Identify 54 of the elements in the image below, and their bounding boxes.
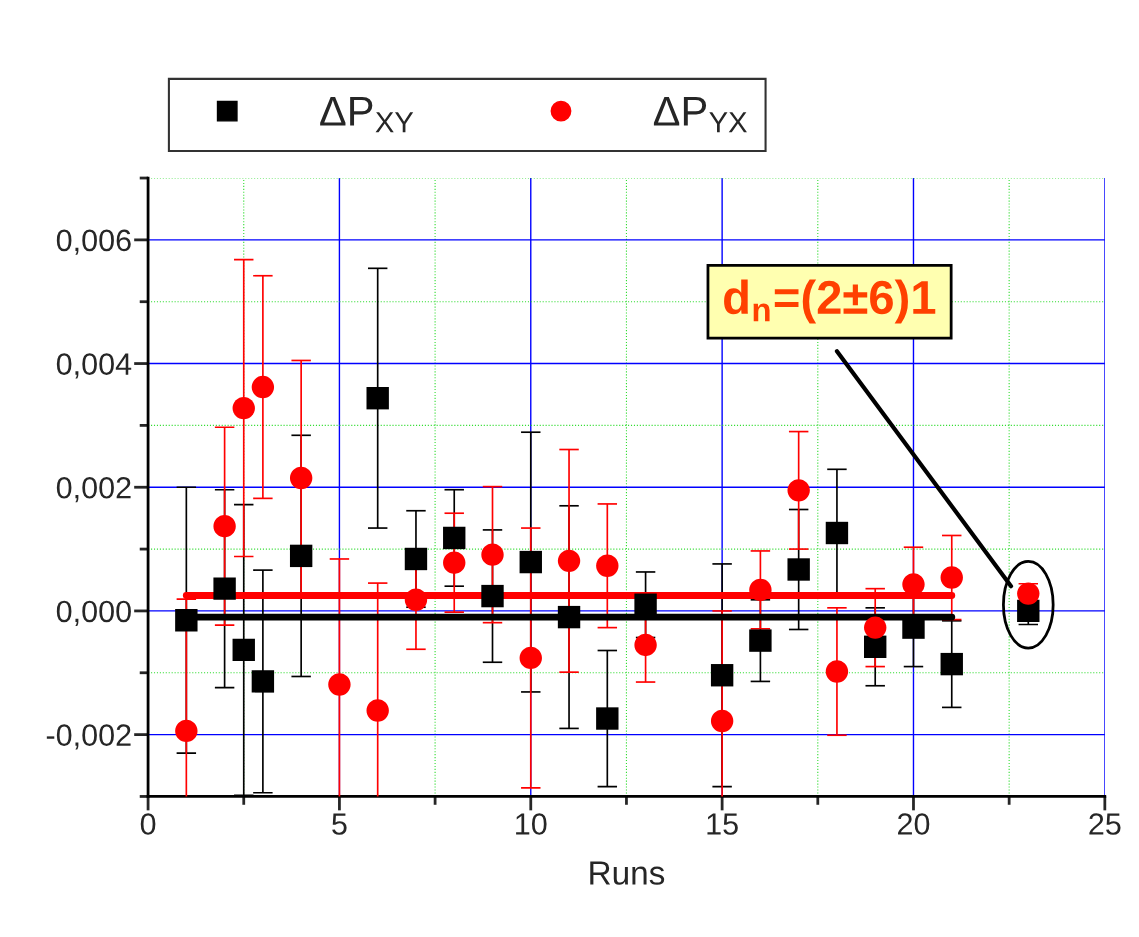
point: [175, 609, 198, 632]
point: [557, 549, 581, 573]
x-axis-title: Runs: [590, 861, 665, 885]
point: [213, 515, 236, 538]
point: [481, 584, 504, 608]
x-tick-label: 5: [332, 813, 347, 835]
point: [634, 593, 657, 616]
point: [710, 664, 734, 687]
y-tick-label: 0,006: [56, 229, 131, 255]
point: [596, 707, 619, 730]
annotation: d$_{n}$=(2±6)1: [724, 279, 936, 324]
point: [787, 558, 810, 581]
y-tick-label: 0,002: [56, 476, 131, 503]
point: [213, 577, 236, 600]
point: [232, 638, 255, 662]
point: [749, 629, 772, 652]
point: [519, 646, 542, 670]
x-tick-label: 25: [1089, 813, 1121, 835]
point: [232, 396, 255, 420]
point: [557, 605, 581, 629]
point: [481, 543, 504, 566]
y-tick-label: 0,004: [56, 353, 132, 379]
point: [940, 566, 963, 589]
point: [251, 670, 275, 693]
y-tick-label: -0,002: [46, 724, 131, 750]
point: [825, 521, 849, 545]
point: [940, 652, 963, 676]
point: [749, 578, 772, 602]
x-tick-label: 20: [898, 813, 930, 835]
point: [443, 526, 466, 550]
point: [328, 673, 351, 696]
point: [443, 551, 466, 574]
legend-label: ΔP$_{YX}$: [653, 96, 747, 133]
point: [404, 588, 428, 611]
point: [864, 616, 887, 639]
point: [519, 550, 542, 574]
point: [289, 544, 313, 568]
point: [366, 386, 389, 410]
x-tick-label: 15: [707, 813, 738, 835]
point: [366, 699, 389, 722]
point: [864, 635, 887, 658]
point: [251, 375, 275, 399]
y-tick-label: 0,000: [56, 600, 131, 626]
point: [825, 660, 849, 683]
point: [634, 633, 657, 657]
x-tick-label: 0: [140, 813, 156, 835]
point: [175, 719, 198, 743]
point: [710, 709, 734, 733]
point: [787, 479, 810, 502]
point: [596, 554, 619, 577]
legend-label: ΔP$_{XY}$: [320, 96, 414, 133]
point: [404, 547, 428, 571]
point: [289, 466, 313, 490]
x-tick-label: 10: [516, 813, 547, 835]
